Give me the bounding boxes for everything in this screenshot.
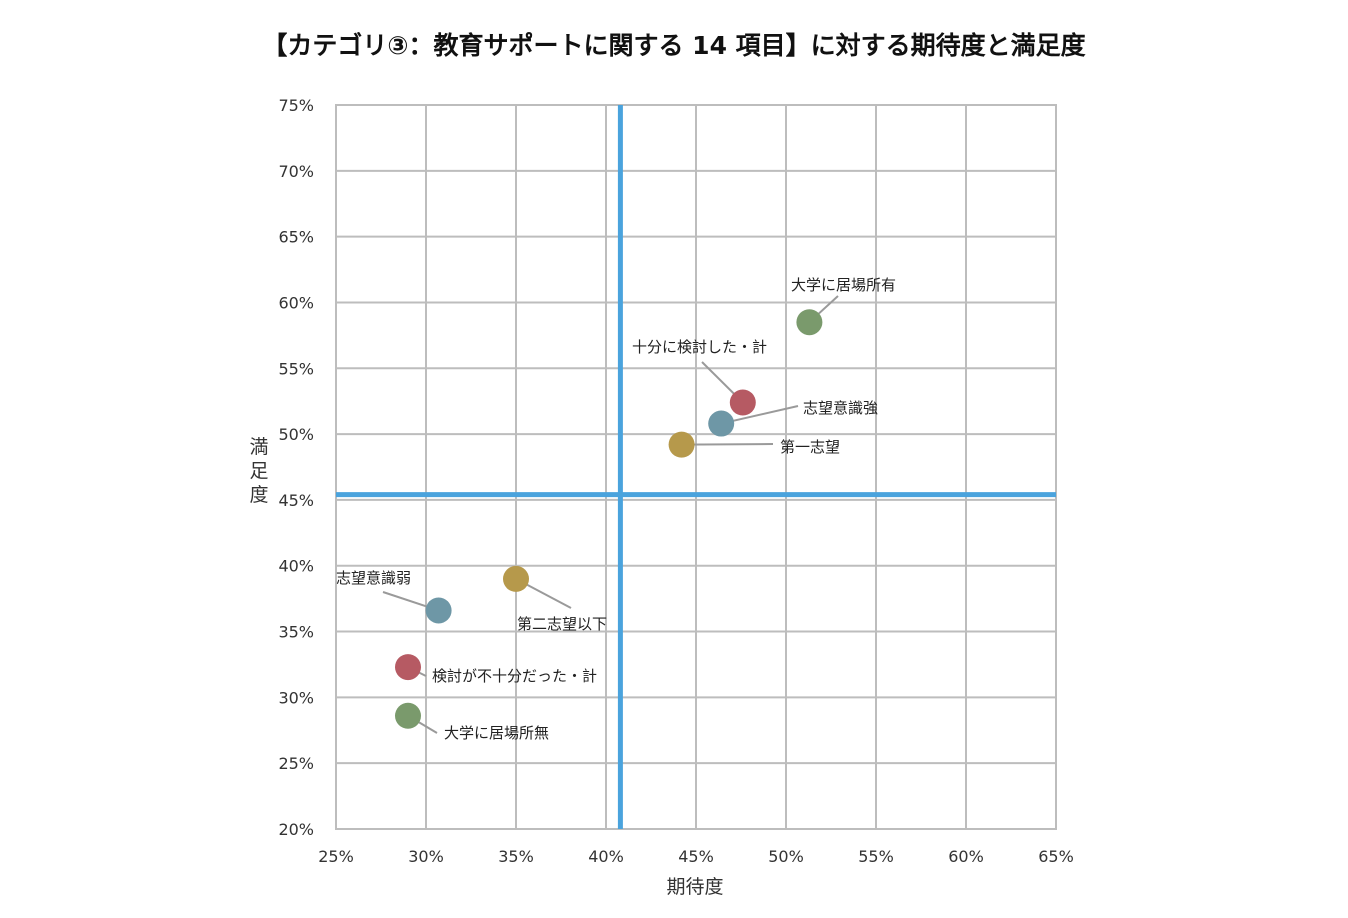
x-axis-label: 期待度 [666, 876, 723, 898]
x-tick-label: 35% [498, 847, 534, 866]
data-point-label: 第二志望以下 [517, 615, 607, 633]
x-tick-label: 45% [678, 847, 714, 866]
x-tick-label: 25% [318, 847, 354, 866]
data-point [395, 654, 421, 681]
leader-line [720, 405, 799, 425]
y-tick-label: 65% [278, 228, 314, 247]
tick-labels: 25% 30% 35% 40% 45% 50% 55% 60% 65%20%25%30%35%4… [278, 96, 1073, 866]
data-point [395, 702, 421, 729]
data-point [503, 565, 529, 592]
y-tick-label: 30% [278, 688, 314, 707]
x-tick-label: 30% [408, 847, 444, 866]
y-tick-label: 45% [278, 491, 314, 510]
y-tick-label: 20% [278, 820, 314, 839]
y-tick-label: 50% [278, 425, 314, 444]
y-axis-label-char: 足 [249, 460, 268, 482]
data-point-label: 第一志望 [780, 438, 840, 456]
x-tick-label: 65% [1038, 847, 1074, 866]
x-tick-label: 50% [768, 847, 804, 866]
x-tick-label: 60% [948, 847, 984, 866]
y-tick-label: 70% [278, 162, 314, 181]
data-point [668, 431, 695, 458]
chart-title: 【カテゴリ③：教育サポートに関する 14 項目】に対する期待度と満足度 [262, 31, 1085, 60]
data-point [796, 309, 823, 336]
x-tick-label: 40% [588, 847, 624, 866]
plot-grid [335, 104, 1057, 830]
y-axis-label-char: 満 [249, 436, 268, 458]
data-point [708, 410, 735, 437]
y-tick-label: 60% [278, 293, 314, 312]
reference-lines [336, 105, 1056, 829]
data-points [395, 309, 823, 729]
data-point [425, 597, 452, 624]
plot-axes [335, 104, 1057, 830]
y-tick-label: 40% [278, 557, 314, 576]
data-point [729, 389, 756, 416]
plot-frame [335, 104, 1057, 830]
y-tick-label: 55% [278, 359, 314, 378]
data-point-label: 大学に居場所無 [444, 724, 549, 742]
data-point-label: 検討が不十分だった・計 [432, 667, 597, 685]
y-tick-label: 25% [278, 754, 314, 773]
y-axis-label: 満足度 [249, 436, 268, 506]
x-tick-label: 55% [858, 847, 894, 866]
data-point-label: 大学に居場所有 [791, 276, 896, 294]
y-tick-label: 35% [278, 623, 314, 642]
leader-line [681, 443, 774, 446]
data-point-label: 十分に検討した・計 [632, 338, 767, 356]
data-point-label: 志望意識強 [803, 399, 878, 417]
y-tick-label: 75% [278, 96, 314, 115]
data-point-label: 志望意識弱 [336, 569, 411, 587]
y-axis-label-char: 度 [249, 484, 268, 506]
